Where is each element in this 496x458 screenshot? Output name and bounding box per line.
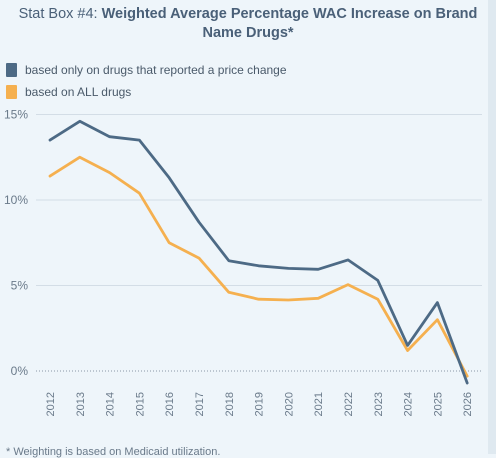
legend-swatch-all-drugs — [6, 85, 17, 99]
x-tick-label: 2012 — [45, 392, 57, 416]
x-tick-label: 2022 — [343, 392, 355, 416]
x-tick-label: 2016 — [164, 392, 176, 416]
y-tick-label: 10% — [4, 193, 28, 207]
footnote: * Weighting is based on Medicaid utiliza… — [6, 446, 221, 458]
chart-title: Stat Box #4: Weighted Average Percentage… — [0, 5, 496, 43]
panel-edge — [488, 0, 496, 454]
legend-item-price-change[interactable]: based only on drugs that reported a pric… — [6, 60, 287, 80]
x-tick-label: 2015 — [134, 392, 146, 416]
legend-swatch-price-change — [6, 63, 17, 77]
x-tick-label: 2020 — [283, 392, 295, 416]
legend-item-all-drugs[interactable]: based on ALL drugs — [6, 82, 287, 102]
series-line-1 — [48, 155, 469, 378]
x-tick-label: 2013 — [75, 392, 87, 416]
x-tick-label: 2014 — [105, 392, 117, 416]
x-tick-label: 2026 — [462, 392, 474, 416]
x-tick-label: 2018 — [224, 392, 236, 416]
x-tick-label: 2019 — [254, 392, 266, 416]
series-line-0 — [48, 119, 469, 385]
x-tick-label: 2021 — [313, 392, 325, 416]
x-tick-label: 2023 — [373, 392, 385, 416]
legend: based only on drugs that reported a pric… — [6, 60, 287, 104]
y-tick-label: 15% — [4, 108, 28, 122]
y-tick-label: 5% — [11, 279, 29, 293]
legend-label-all-drugs: based on ALL drugs — [25, 85, 132, 99]
x-tick-label: 2024 — [403, 392, 415, 416]
x-tick-label: 2025 — [432, 392, 444, 416]
title-prefix: Stat Box #4: — [18, 6, 102, 22]
y-tick-label: 0% — [11, 364, 29, 378]
legend-label-price-change: based only on drugs that reported a pric… — [25, 63, 287, 77]
title-main: Weighted Average Percentage WAC Increase… — [101, 6, 478, 41]
x-tick-label: 2017 — [194, 392, 206, 416]
